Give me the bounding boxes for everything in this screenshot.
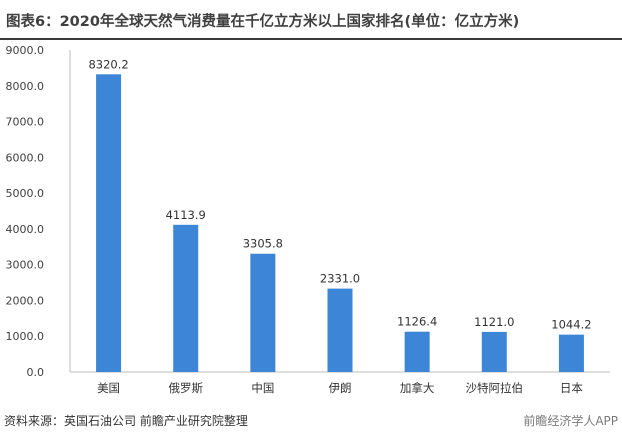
y-tick-labels: 0.0 1000.0 2000.0 3000.0 4000.0 5000.0 6000.0 7…	[6, 44, 45, 379]
y-tick-label: 8000.0	[6, 80, 45, 93]
title-divider	[0, 38, 622, 40]
category-label: 中国	[251, 381, 274, 395]
data-label: 3305.8	[243, 237, 283, 251]
bars	[96, 74, 584, 373]
source-note: 资料来源：英国石油公司 前瞻产业研究院整理	[4, 414, 248, 428]
chart-title: 图表6：2020年全球天然气消费量在千亿立方米以上国家排名(单位：亿立方米)	[6, 14, 520, 30]
bar	[96, 74, 122, 373]
data-labels: 8320.2 4113.9 3305.8 2331.0 1126.4 1121.0 1044…	[88, 57, 591, 331]
y-tick-label: 7000.0	[6, 116, 45, 129]
bar	[173, 224, 199, 372]
category-label: 俄罗斯	[168, 381, 203, 395]
data-label: 4113.9	[166, 208, 206, 222]
y-tick-label: 6000.0	[6, 151, 45, 164]
y-tick-label: 1000.0	[6, 330, 45, 343]
bar	[327, 288, 353, 372]
category-labels: 美国 俄罗斯 中国 伊朗 加拿大 沙特阿拉伯 日本	[97, 381, 583, 395]
y-tick-label: 3000.0	[6, 259, 45, 272]
category-label: 美国	[97, 381, 120, 395]
data-label: 2331.0	[320, 272, 360, 286]
category-label: 沙特阿拉伯	[466, 381, 524, 395]
y-tick-label: 9000.0	[6, 44, 45, 57]
y-tick-label: 2000.0	[6, 294, 45, 307]
y-tick-label: 5000.0	[6, 187, 45, 200]
bar	[558, 334, 584, 372]
category-label: 日本	[560, 381, 583, 395]
bar	[250, 253, 276, 372]
data-label: 1044.2	[551, 318, 591, 332]
bar-chart: 0.0 1000.0 2000.0 3000.0 4000.0 5000.0 6000.0 7…	[6, 44, 610, 395]
y-tick-label: 0.0	[27, 366, 45, 379]
data-label: 1126.4	[397, 315, 437, 329]
y-tick-label: 4000.0	[6, 223, 45, 236]
data-label: 8320.2	[88, 57, 128, 71]
watermark: 前瞻经济学人APP	[523, 414, 618, 428]
data-label: 1121.0	[474, 315, 514, 329]
bar	[481, 331, 507, 372]
category-label: 伊朗	[329, 381, 352, 395]
category-label: 加拿大	[400, 381, 435, 395]
bar	[404, 331, 430, 372]
